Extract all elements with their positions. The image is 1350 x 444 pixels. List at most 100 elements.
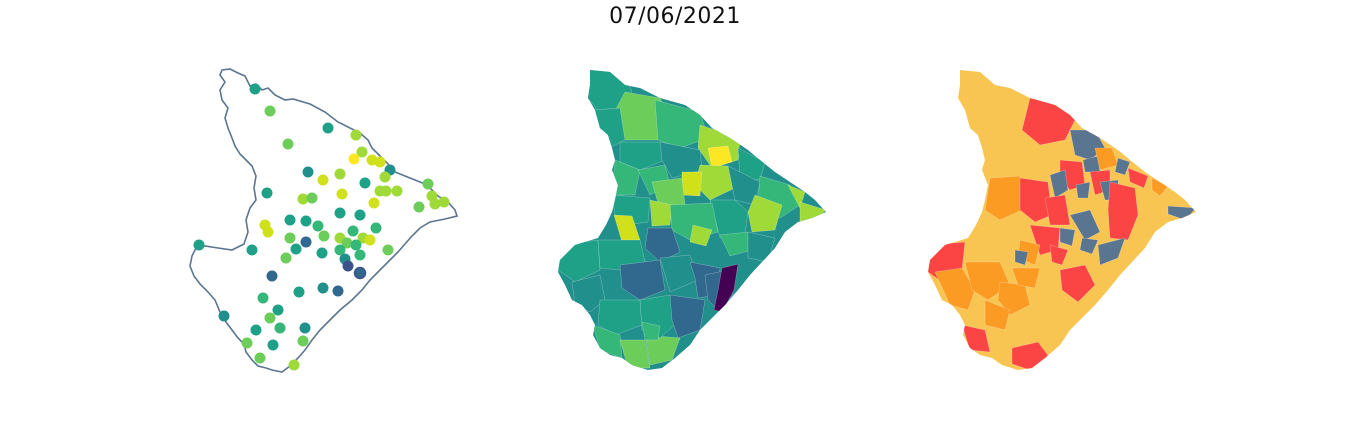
station-point xyxy=(284,232,296,244)
municipality-region xyxy=(619,339,651,369)
municipality-region xyxy=(1049,169,1069,199)
station-point xyxy=(368,197,380,209)
station-point xyxy=(342,260,354,272)
station-point xyxy=(288,359,300,371)
municipality-region xyxy=(1011,267,1041,289)
station-point xyxy=(280,252,292,264)
station-point xyxy=(264,105,276,117)
municipality-region xyxy=(1019,177,1053,223)
station-point xyxy=(241,337,253,349)
municipality-region xyxy=(689,224,713,247)
station-point xyxy=(274,322,286,334)
municipality-region xyxy=(654,99,709,149)
state-outline xyxy=(189,68,459,373)
figure-title: 07/06/2021 xyxy=(609,4,741,29)
station-point xyxy=(246,244,258,256)
municipality-region xyxy=(1059,264,1096,303)
station-points-panel xyxy=(189,68,459,373)
station-point xyxy=(350,129,362,141)
station-point xyxy=(370,222,382,234)
municipality-region xyxy=(707,145,733,169)
station-point xyxy=(250,324,262,336)
station-point xyxy=(254,352,266,364)
municipality-region xyxy=(984,299,1011,331)
station-point xyxy=(422,178,434,190)
municipality-region xyxy=(644,334,681,366)
station-point xyxy=(267,339,279,351)
municipality-region xyxy=(1079,237,1099,255)
station-point xyxy=(354,209,366,221)
station-point xyxy=(350,239,362,251)
station-point xyxy=(359,177,371,189)
station-point xyxy=(316,247,328,259)
station-point xyxy=(302,166,314,178)
station-point xyxy=(334,207,346,219)
station-point xyxy=(293,286,305,298)
station-point xyxy=(306,192,318,204)
station-point xyxy=(262,226,274,238)
station-point xyxy=(218,310,230,322)
municipality-region xyxy=(1097,237,1126,266)
municipality-region xyxy=(961,324,991,353)
station-point xyxy=(341,237,353,249)
station-point xyxy=(348,153,360,165)
municipality-region xyxy=(597,299,643,336)
station-point xyxy=(300,236,312,248)
station-point xyxy=(322,122,334,134)
station-point xyxy=(297,335,309,347)
station-point xyxy=(300,215,312,227)
station-point xyxy=(264,312,276,324)
municipality-region xyxy=(1069,209,1101,241)
municipality-region xyxy=(669,294,706,339)
municipality-region xyxy=(1014,249,1029,266)
municipality-region xyxy=(1127,167,1149,189)
station-point xyxy=(193,239,205,251)
station-point xyxy=(257,292,269,304)
municipality-region xyxy=(1049,244,1069,266)
municipality-region xyxy=(709,199,749,239)
municipality-region xyxy=(1075,181,1091,199)
station-point xyxy=(266,270,278,282)
municipality-region xyxy=(1059,227,1076,247)
station-point xyxy=(379,171,391,183)
station-point xyxy=(317,282,329,294)
station-point xyxy=(317,174,329,186)
municipality-region xyxy=(1044,194,1071,226)
municipality-region xyxy=(1107,181,1139,241)
station-point xyxy=(438,196,450,208)
station-point xyxy=(284,214,296,226)
station-point xyxy=(282,138,294,150)
station-point xyxy=(249,83,261,95)
station-point xyxy=(332,285,344,297)
station-point xyxy=(347,225,359,237)
station-point xyxy=(413,201,425,213)
station-point xyxy=(297,193,309,205)
station-point xyxy=(334,244,346,256)
station-point xyxy=(354,249,366,261)
station-point xyxy=(429,198,441,210)
station-point xyxy=(290,243,302,255)
station-point xyxy=(380,185,392,197)
station-point xyxy=(272,304,284,316)
station-point xyxy=(336,188,348,200)
municipality-region xyxy=(681,171,703,197)
municipality-region xyxy=(641,321,661,341)
station-point xyxy=(353,266,367,280)
municipal-choropleth-panel xyxy=(558,70,826,370)
municipality-region xyxy=(1114,157,1131,176)
municipality-region xyxy=(934,267,976,311)
municipality-region xyxy=(619,259,666,301)
station-point xyxy=(356,146,368,158)
station-point xyxy=(391,185,403,197)
category-choropleth-panel xyxy=(928,70,1196,370)
station-points xyxy=(193,83,450,371)
station-point xyxy=(364,234,376,246)
municipality-region xyxy=(619,141,666,171)
station-point xyxy=(312,220,324,232)
municipality-region xyxy=(984,175,1023,221)
station-point xyxy=(374,156,386,168)
station-point xyxy=(299,322,311,334)
municipality-region xyxy=(571,274,606,313)
municipality-region xyxy=(747,194,783,233)
